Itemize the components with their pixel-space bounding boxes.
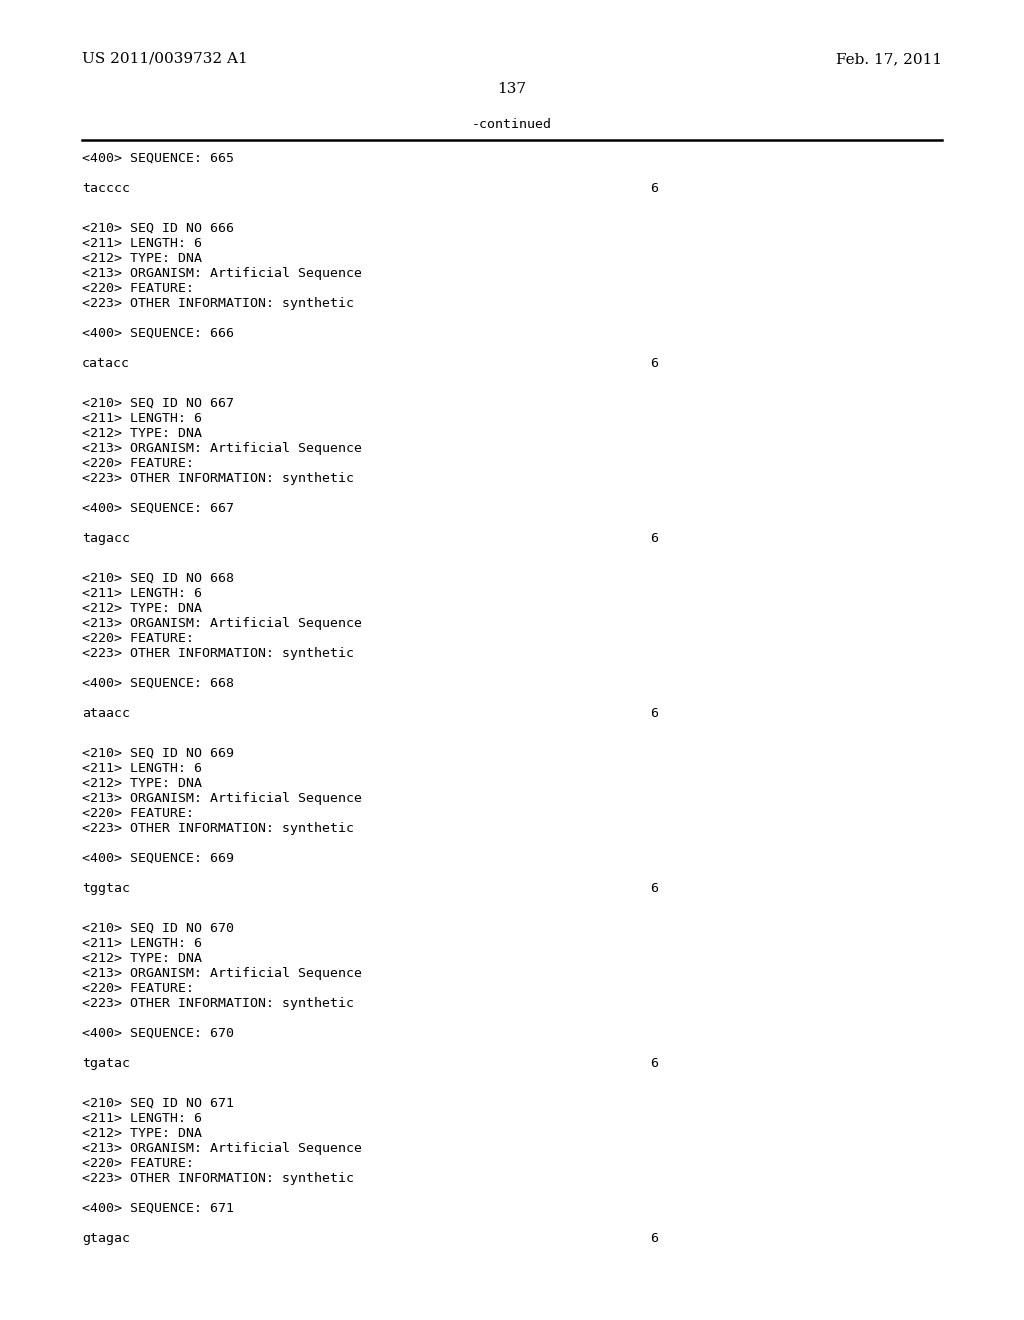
Text: <213> ORGANISM: Artificial Sequence: <213> ORGANISM: Artificial Sequence (82, 442, 362, 455)
Text: <213> ORGANISM: Artificial Sequence: <213> ORGANISM: Artificial Sequence (82, 1142, 362, 1155)
Text: 6: 6 (650, 1232, 658, 1245)
Text: <210> SEQ ID NO 668: <210> SEQ ID NO 668 (82, 572, 234, 585)
Text: 6: 6 (650, 708, 658, 719)
Text: <400> SEQUENCE: 671: <400> SEQUENCE: 671 (82, 1203, 234, 1214)
Text: <211> LENGTH: 6: <211> LENGTH: 6 (82, 937, 202, 950)
Text: <211> LENGTH: 6: <211> LENGTH: 6 (82, 412, 202, 425)
Text: catacc: catacc (82, 356, 130, 370)
Text: US 2011/0039732 A1: US 2011/0039732 A1 (82, 51, 248, 66)
Text: <210> SEQ ID NO 671: <210> SEQ ID NO 671 (82, 1097, 234, 1110)
Text: <210> SEQ ID NO 669: <210> SEQ ID NO 669 (82, 747, 234, 760)
Text: <223> OTHER INFORMATION: synthetic: <223> OTHER INFORMATION: synthetic (82, 473, 354, 484)
Text: <400> SEQUENCE: 669: <400> SEQUENCE: 669 (82, 851, 234, 865)
Text: tagacc: tagacc (82, 532, 130, 545)
Text: <400> SEQUENCE: 670: <400> SEQUENCE: 670 (82, 1027, 234, 1040)
Text: <400> SEQUENCE: 668: <400> SEQUENCE: 668 (82, 677, 234, 690)
Text: 6: 6 (650, 532, 658, 545)
Text: -continued: -continued (472, 117, 552, 131)
Text: <220> FEATURE:: <220> FEATURE: (82, 632, 194, 645)
Text: <220> FEATURE:: <220> FEATURE: (82, 282, 194, 294)
Text: <220> FEATURE:: <220> FEATURE: (82, 457, 194, 470)
Text: <212> TYPE: DNA: <212> TYPE: DNA (82, 252, 202, 265)
Text: 137: 137 (498, 82, 526, 96)
Text: tacccc: tacccc (82, 182, 130, 195)
Text: <223> OTHER INFORMATION: synthetic: <223> OTHER INFORMATION: synthetic (82, 647, 354, 660)
Text: <212> TYPE: DNA: <212> TYPE: DNA (82, 602, 202, 615)
Text: <400> SEQUENCE: 667: <400> SEQUENCE: 667 (82, 502, 234, 515)
Text: tggtac: tggtac (82, 882, 130, 895)
Text: <210> SEQ ID NO 666: <210> SEQ ID NO 666 (82, 222, 234, 235)
Text: <223> OTHER INFORMATION: synthetic: <223> OTHER INFORMATION: synthetic (82, 1172, 354, 1185)
Text: <220> FEATURE:: <220> FEATURE: (82, 1158, 194, 1170)
Text: <220> FEATURE:: <220> FEATURE: (82, 982, 194, 995)
Text: <212> TYPE: DNA: <212> TYPE: DNA (82, 1127, 202, 1140)
Text: <400> SEQUENCE: 666: <400> SEQUENCE: 666 (82, 327, 234, 341)
Text: <211> LENGTH: 6: <211> LENGTH: 6 (82, 238, 202, 249)
Text: <213> ORGANISM: Artificial Sequence: <213> ORGANISM: Artificial Sequence (82, 968, 362, 979)
Text: <212> TYPE: DNA: <212> TYPE: DNA (82, 426, 202, 440)
Text: <223> OTHER INFORMATION: synthetic: <223> OTHER INFORMATION: synthetic (82, 997, 354, 1010)
Text: <223> OTHER INFORMATION: synthetic: <223> OTHER INFORMATION: synthetic (82, 297, 354, 310)
Text: gtagac: gtagac (82, 1232, 130, 1245)
Text: <213> ORGANISM: Artificial Sequence: <213> ORGANISM: Artificial Sequence (82, 616, 362, 630)
Text: <211> LENGTH: 6: <211> LENGTH: 6 (82, 587, 202, 601)
Text: <212> TYPE: DNA: <212> TYPE: DNA (82, 777, 202, 789)
Text: <210> SEQ ID NO 667: <210> SEQ ID NO 667 (82, 397, 234, 411)
Text: <223> OTHER INFORMATION: synthetic: <223> OTHER INFORMATION: synthetic (82, 822, 354, 836)
Text: Feb. 17, 2011: Feb. 17, 2011 (836, 51, 942, 66)
Text: <211> LENGTH: 6: <211> LENGTH: 6 (82, 762, 202, 775)
Text: tgatac: tgatac (82, 1057, 130, 1071)
Text: 6: 6 (650, 882, 658, 895)
Text: <212> TYPE: DNA: <212> TYPE: DNA (82, 952, 202, 965)
Text: ataacc: ataacc (82, 708, 130, 719)
Text: <211> LENGTH: 6: <211> LENGTH: 6 (82, 1111, 202, 1125)
Text: <213> ORGANISM: Artificial Sequence: <213> ORGANISM: Artificial Sequence (82, 792, 362, 805)
Text: 6: 6 (650, 356, 658, 370)
Text: 6: 6 (650, 1057, 658, 1071)
Text: 6: 6 (650, 182, 658, 195)
Text: <210> SEQ ID NO 670: <210> SEQ ID NO 670 (82, 921, 234, 935)
Text: <220> FEATURE:: <220> FEATURE: (82, 807, 194, 820)
Text: <213> ORGANISM: Artificial Sequence: <213> ORGANISM: Artificial Sequence (82, 267, 362, 280)
Text: <400> SEQUENCE: 665: <400> SEQUENCE: 665 (82, 152, 234, 165)
